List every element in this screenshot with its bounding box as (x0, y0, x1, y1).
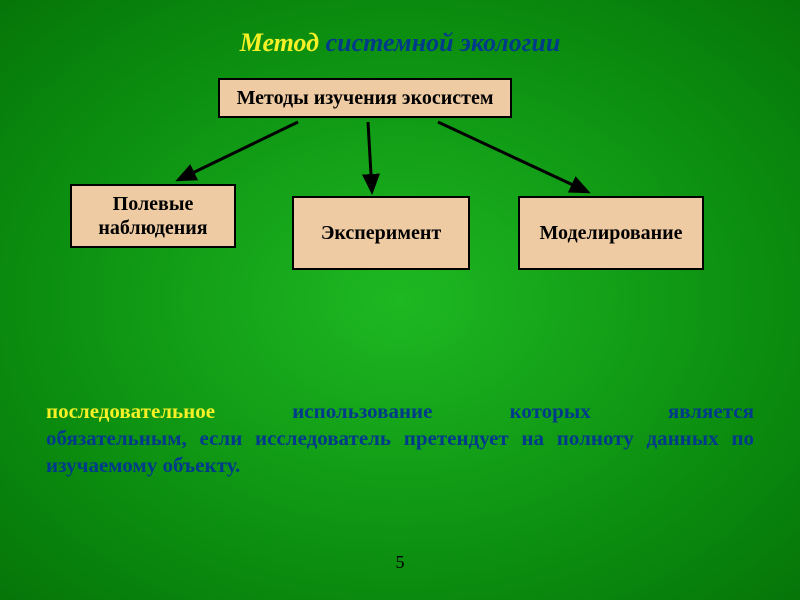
diagram-node-model: Моделирование (518, 196, 704, 270)
diagram-edge (368, 122, 372, 192)
diagram-edge (438, 122, 588, 192)
page-number: 5 (0, 552, 800, 573)
diagram-node-root: Методы изучения экосистем (218, 78, 512, 118)
slide-title: Метод системной экологии (0, 28, 800, 58)
diagram-node-field: Полевые наблюдения (70, 184, 236, 248)
paragraph-rest-line1-w2: которых (510, 398, 591, 425)
paragraph-rest: обязательным, если исследователь претенд… (46, 426, 754, 477)
paragraph-lead: последовательное (46, 398, 215, 425)
paragraph-rest-line1-w1: использование (292, 398, 432, 425)
paragraph: последовательное использование которых я… (46, 398, 754, 479)
title-word-2: системной экологии (319, 28, 560, 57)
paragraph-rest-line1-w3: является (668, 398, 754, 425)
title-word-1: Метод (240, 28, 319, 57)
diagram-edge (178, 122, 298, 180)
diagram-node-exp: Эксперимент (292, 196, 470, 270)
